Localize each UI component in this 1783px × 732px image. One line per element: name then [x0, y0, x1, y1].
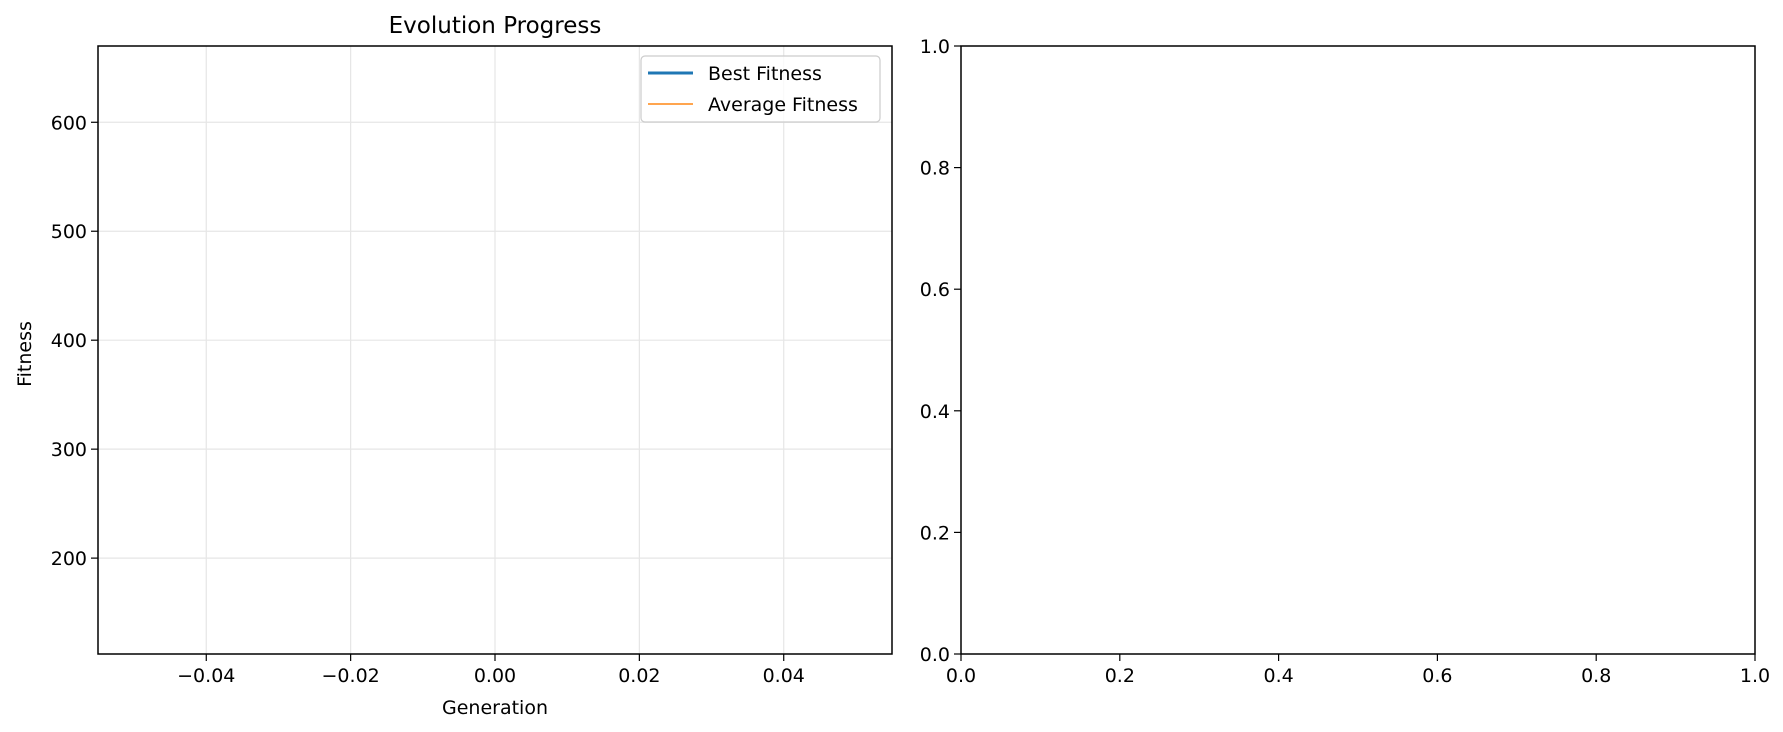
y-axis-ticks: 0.0 0.2 0.4 0.6 0.8 1.0	[920, 36, 961, 666]
y-tick-label: 0.4	[920, 401, 950, 423]
x-tick-label: 0.0	[946, 665, 976, 687]
x-tick-label: 1.0	[1740, 665, 1770, 687]
plot-frame	[960, 45, 1756, 655]
y-tick-label: 300	[51, 439, 87, 461]
y-tick-label: 0.0	[920, 644, 950, 666]
x-tick-label: 0.8	[1581, 665, 1611, 687]
x-tick-label: −0.04	[177, 665, 235, 687]
y-tick-label: 0.6	[920, 279, 950, 301]
y-tick-label: 0.8	[920, 158, 950, 180]
y-tick-label: 400	[51, 330, 87, 352]
y-tick-label: 200	[51, 548, 87, 570]
legend-box	[640, 55, 881, 123]
empty-chart: 0.0 0.2 0.4 0.6 0.8 1.0 0.0 0.2 0.4 0.6 0.8 1.0	[920, 36, 1770, 687]
y-tick-label: 0.2	[920, 522, 950, 544]
y-axis-ticks: 200 300 400 500 600	[51, 112, 98, 570]
x-tick-label: 0.00	[474, 665, 516, 687]
x-axis-ticks: 0.0 0.2 0.4 0.6 0.8 1.0	[946, 654, 1770, 687]
y-tick-label: 600	[51, 112, 87, 134]
chart-title: Evolution Progress	[389, 13, 602, 39]
x-tick-label: 0.6	[1422, 665, 1452, 687]
x-tick-label: −0.02	[322, 665, 380, 687]
x-tick-label: 0.02	[618, 665, 660, 687]
y-tick-label: 1.0	[920, 36, 950, 58]
x-tick-label: 0.4	[1263, 665, 1293, 687]
legend-label-best-fitness: Best Fitness	[708, 63, 822, 85]
evolution-progress-chart: −0.04 −0.02 0.00 0.02 0.04 200 300 400 500 600 E…	[14, 13, 893, 719]
legend: Best Fitness Average Fitness	[640, 55, 881, 123]
x-tick-label: 0.04	[763, 665, 805, 687]
x-axis-label: Generation	[442, 697, 548, 719]
y-tick-label: 500	[51, 221, 87, 243]
y-axis-label: Fitness	[14, 321, 36, 387]
x-axis-ticks: −0.04 −0.02 0.00 0.02 0.04	[177, 654, 805, 687]
legend-label-average-fitness: Average Fitness	[708, 94, 858, 116]
x-tick-label: 0.2	[1105, 665, 1135, 687]
grid-lines	[98, 46, 892, 654]
